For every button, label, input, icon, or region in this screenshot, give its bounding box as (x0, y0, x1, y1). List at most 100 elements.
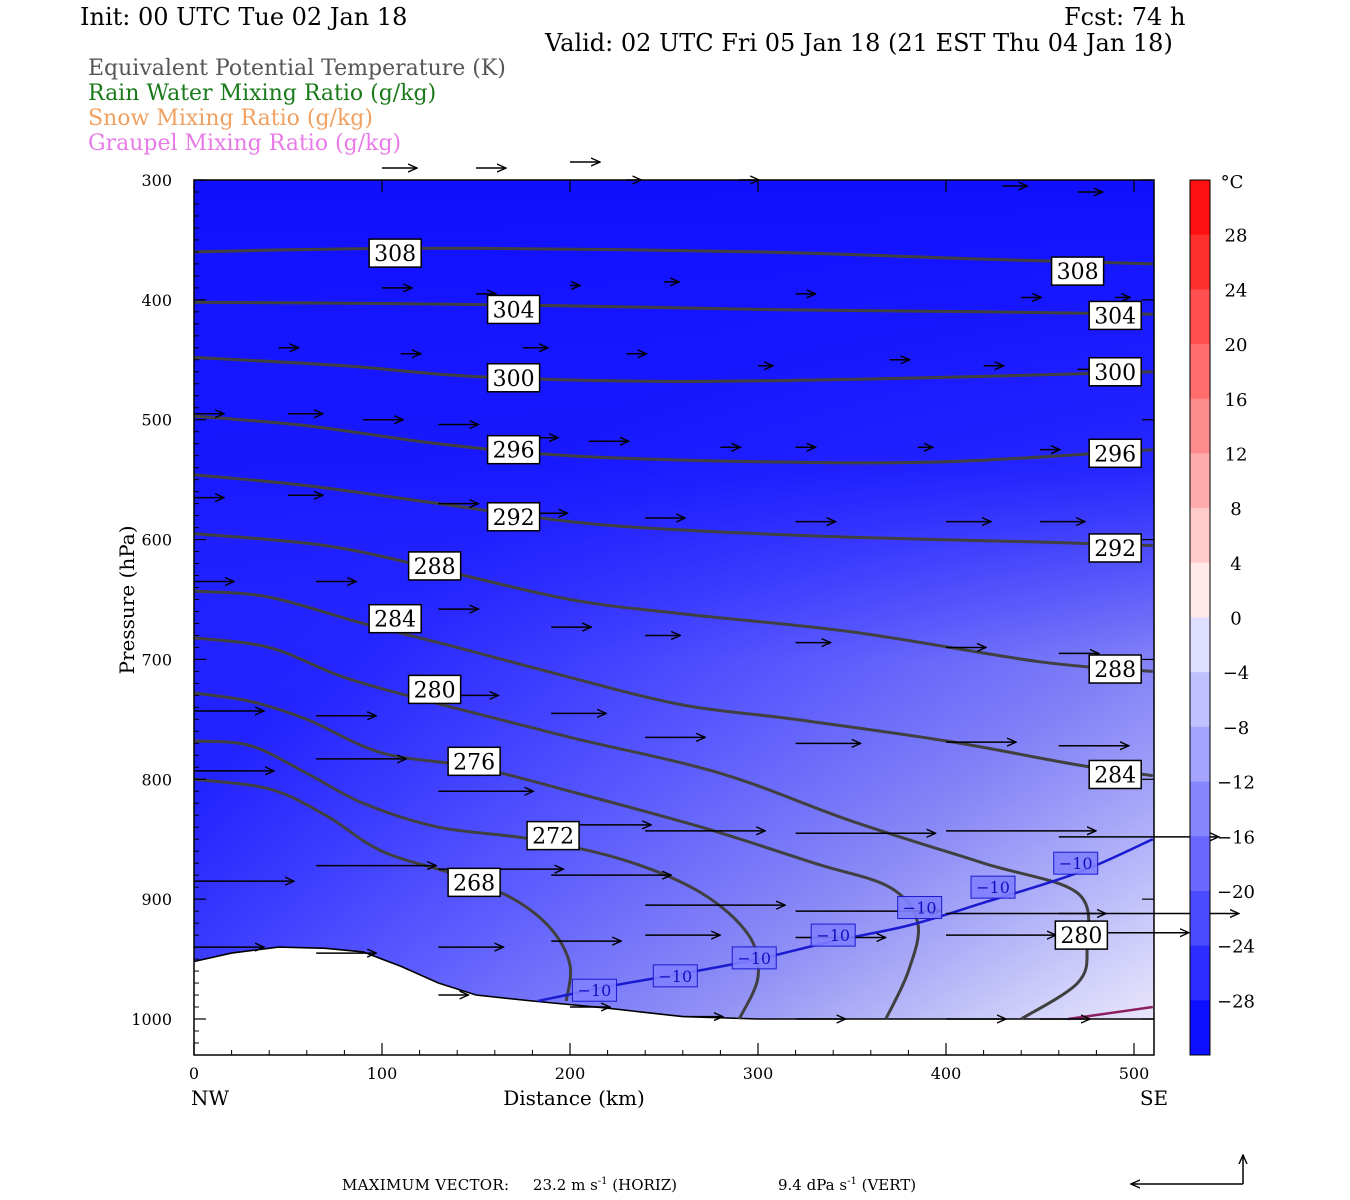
colorbar-cell (1190, 180, 1210, 236)
theta-e-label-box (526, 820, 580, 851)
temperature-label-box (897, 896, 943, 920)
y-tick-label: 300 (141, 171, 172, 190)
colorbar-cell (1190, 836, 1210, 892)
colorbar-unit: °C (1221, 172, 1244, 193)
theta-e-label-box (1088, 759, 1142, 790)
temperature-label-box (652, 964, 698, 988)
colorbar-label: −12 (1217, 773, 1255, 794)
colorbar-label: −4 (1223, 663, 1250, 684)
footer-vert-max: 9.4 dPa s-1 (VERT) (778, 1176, 916, 1194)
theta-e-label: 300 (1094, 361, 1136, 386)
theta-e-label-box (368, 603, 422, 634)
colorbar-label: 8 (1230, 499, 1241, 520)
temperature-label: −10 (903, 899, 937, 918)
terrain-line (193, 946, 1154, 1020)
theta-e-label: 304 (493, 298, 535, 323)
x-left-endpoint: NW (191, 1086, 230, 1110)
temperature-label-box (571, 978, 617, 1002)
theta-e-label-box (407, 674, 462, 705)
colorbar-cell (1190, 890, 1210, 947)
temperature-label: −10 (1059, 854, 1093, 873)
colorbar-label: −24 (1217, 937, 1255, 958)
theta-e-label-box (486, 294, 541, 325)
horiz-unit: (HORIZ) (612, 1176, 678, 1194)
temperature-label: −10 (578, 981, 612, 1000)
colorbar-label: 16 (1225, 390, 1248, 411)
colorbar-cell (1190, 781, 1210, 837)
temperature-label: −10 (737, 949, 771, 968)
colorbar-label: 0 (1230, 609, 1241, 630)
theta-e-contour-304 (193, 300, 1153, 316)
theta-e-label: 280 (414, 678, 456, 703)
y-tick-label: 800 (141, 770, 172, 789)
x-axis-label: Distance (km) (503, 1086, 645, 1110)
theta-e-label-box (486, 502, 541, 532)
theta-e-label: 296 (493, 439, 535, 464)
theta-e-contour-288 (193, 532, 1153, 673)
theta-e-label: 272 (532, 825, 574, 850)
theta-e-label: 284 (1094, 763, 1136, 788)
theta-e-label: 284 (374, 608, 416, 633)
colorbar-cell (1190, 1000, 1210, 1056)
vert-unit: (VERT) (861, 1176, 917, 1194)
legend-snow: Snow Mixing Ratio (g/kg) (88, 106, 373, 131)
forecast-hour: Fcst: 74 h (1064, 3, 1186, 31)
theta-e-label-box (1088, 654, 1142, 684)
colorbar-label: 12 (1225, 444, 1248, 465)
x-tick-label: 200 (555, 1064, 586, 1083)
x-tick-label: 400 (931, 1064, 962, 1083)
colorbar-cell (1190, 289, 1210, 345)
footer-max-vector: MAXIMUM VECTOR: 23.2 m s-1 (HORIZ) (342, 1176, 677, 1194)
legend-rain: Rain Water Mixing Ratio (g/kg) (88, 81, 437, 106)
horiz-max-value: 23.2 m s (532, 1176, 598, 1194)
colorbar-cell (1190, 398, 1210, 454)
y-tick-label: 700 (141, 650, 172, 669)
colorbar-cell (1190, 508, 1210, 564)
colorbar-cell (1190, 234, 1210, 290)
y-tick-label: 900 (141, 890, 172, 909)
theta-e-label: 292 (1094, 537, 1136, 562)
vert-max-value: 9.4 dPa s (778, 1176, 848, 1194)
y-axis-label: Pressure (hPa) (115, 526, 139, 675)
theta-e-contour-284 (193, 589, 1154, 778)
colorbar-cell (1190, 344, 1210, 400)
legend-theta-e: Equivalent Potential Temperature (K) (88, 56, 506, 81)
colorbar-cell (1190, 617, 1210, 673)
temperature-label-box (1053, 851, 1099, 875)
y-tick-label: 500 (141, 411, 172, 430)
theta-e-label-box (368, 238, 422, 268)
temperature-label-box (810, 923, 856, 947)
theta-e-label-box (1054, 920, 1109, 950)
legend-graupel: Graupel Mixing Ratio (g/kg) (88, 131, 402, 156)
valid-time: Valid: 02 UTC Fri 05 Jan 18 (21 EST Thu … (545, 29, 1173, 57)
max-vector-label: MAXIMUM VECTOR: (342, 1176, 510, 1194)
y-tick-label: 1000 (131, 1010, 172, 1029)
colorbar-cell (1190, 453, 1210, 509)
theta-e-label: 288 (414, 555, 456, 580)
x-tick-label: 100 (367, 1064, 398, 1083)
colorbar-label: 28 (1225, 226, 1248, 247)
x-tick-label: 0 (189, 1064, 199, 1083)
theta-e-label: 268 (453, 871, 495, 896)
theta-e-label: 300 (493, 367, 535, 392)
theta-e-contour-308 (193, 246, 1153, 266)
theta-e-label-box (447, 867, 501, 898)
theta-e-label: 276 (453, 750, 495, 775)
x-tick-label: 300 (743, 1064, 774, 1083)
colorbar-label: 20 (1225, 335, 1248, 356)
temperature-label: −10 (976, 878, 1010, 897)
y-tick-label: 600 (141, 531, 172, 550)
theta-e-label-box (1088, 533, 1142, 563)
vert-exp: -1 (847, 1176, 857, 1187)
theta-e-contour-296 (193, 414, 1153, 465)
theta-e-label: 308 (1057, 260, 1099, 285)
theta-e-label-box (486, 434, 541, 465)
colorbar-label: 24 (1225, 280, 1248, 301)
theta-e-label-box (1088, 300, 1142, 331)
theta-e-label: 304 (1094, 304, 1136, 329)
colorbar-label: −16 (1217, 827, 1255, 848)
theta-e-label: 288 (1094, 658, 1136, 683)
colorbar-label: −8 (1223, 718, 1250, 739)
temperature-label-box (731, 946, 777, 970)
theta-e-label: 308 (374, 242, 416, 267)
